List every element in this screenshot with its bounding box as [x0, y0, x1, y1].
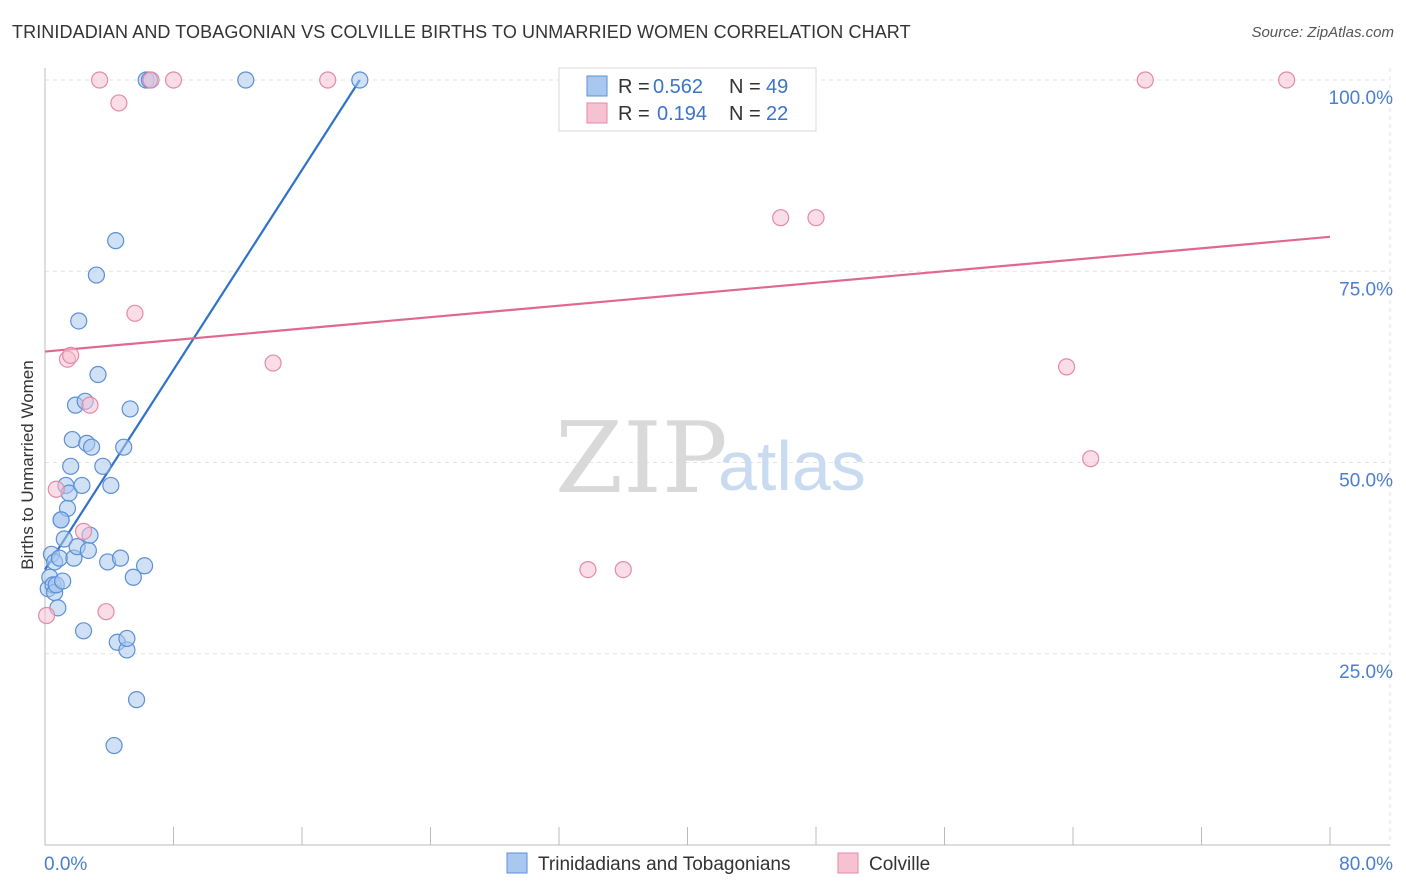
point-colville-16 — [772, 209, 790, 227]
point-trinidadian-41 — [124, 568, 142, 586]
point-trinidadian-30 — [94, 457, 112, 475]
point-colville-19 — [1082, 450, 1100, 468]
point-colville-4 — [74, 522, 93, 540]
point-trinidadian-40 — [121, 400, 139, 418]
series-label-2: Colville — [869, 854, 930, 875]
point-trinidadian-15 — [62, 457, 80, 475]
source-label: Source: ZipAtlas.com — [1251, 24, 1394, 41]
legend-swatch-blue — [586, 75, 608, 97]
series-swatch-pink — [837, 852, 859, 874]
point-colville-13 — [319, 71, 337, 89]
point-trinidadian-10 — [54, 572, 72, 590]
y-tick-label-2: 75.0% — [1339, 279, 1393, 300]
series-label-1: Trinidadians and Tobagonians — [538, 854, 790, 875]
point-trinidadian-21 — [73, 476, 91, 495]
axes — [44, 68, 1390, 846]
point-colville-10 — [142, 71, 160, 89]
data-points — [38, 71, 1296, 755]
point-trinidadian-32 — [102, 476, 120, 495]
series-legend: Trinidadians and Tobagonians Colville — [506, 852, 930, 875]
watermark: ZIP atlas — [555, 402, 866, 516]
point-trinidadian-42 — [127, 691, 146, 709]
legend-n-label-2: N = — [729, 103, 761, 125]
point-colville-9 — [126, 304, 144, 322]
chart-title: TRINIDADIAN AND TOBAGONIAN VS COLVILLE B… — [12, 22, 911, 42]
legend-n-value-1: 49 — [766, 76, 788, 98]
point-trinidadian-11 — [55, 530, 73, 548]
legend-r-value-1: 0.562 — [653, 76, 703, 98]
legend-r-value-2: 0.194 — [657, 103, 707, 125]
point-trinidadian-25 — [79, 541, 97, 560]
watermark-zip: ZIP — [555, 402, 728, 516]
point-colville-17 — [807, 209, 825, 227]
x-tick-labels: 0.0% 80.0% — [44, 854, 1393, 875]
point-trinidadian-27 — [82, 438, 101, 456]
correlation-legend: R = 0.562 N = 49 R = 0.194 N = 22 — [558, 67, 817, 132]
trend-line-colville — [44, 235, 1331, 353]
trend-lines — [44, 79, 1331, 571]
point-colville-1 — [47, 480, 65, 498]
point-colville-6 — [97, 603, 115, 621]
point-colville-21 — [1278, 71, 1296, 89]
point-trinidadian-36 — [111, 549, 130, 567]
point-trinidadian-34 — [107, 232, 125, 250]
point-colville-7 — [91, 71, 109, 89]
point-colville-3 — [62, 346, 80, 364]
series-swatch-blue — [506, 852, 528, 874]
legend-n-label-1: N = — [729, 76, 761, 98]
x-tick-label-1: 80.0% — [1339, 854, 1393, 875]
point-trinidadian-8 — [50, 549, 69, 567]
watermark-atlas: atlas — [718, 427, 866, 505]
point-trinidadian-37 — [115, 438, 133, 456]
trend-line-trinidadian — [44, 79, 361, 571]
y-tick-label-0: 25.0% — [1339, 662, 1393, 683]
legend-n-value-2: 22 — [766, 103, 788, 125]
point-trinidadian-16 — [63, 430, 81, 449]
legend-r-label-1: R = — [618, 76, 650, 98]
point-trinidadian-46 — [237, 71, 255, 89]
point-colville-20 — [1136, 71, 1154, 89]
y-tick-label-3: 100.0% — [1329, 88, 1394, 109]
point-trinidadian-48 — [52, 511, 70, 529]
point-trinidadian-47 — [351, 71, 369, 89]
point-colville-11 — [164, 71, 183, 89]
point-trinidadian-29 — [89, 365, 107, 384]
point-trinidadian-20 — [70, 312, 88, 330]
point-trinidadian-43 — [135, 557, 154, 575]
y-axis-label: Births to Unmarried Women — [18, 360, 37, 569]
point-colville-18 — [1057, 358, 1076, 376]
point-colville-8 — [110, 94, 128, 112]
legend-swatch-pink — [586, 102, 608, 124]
point-trinidadian-39 — [118, 629, 136, 648]
point-colville-14 — [579, 560, 597, 579]
point-trinidadian-33 — [105, 736, 123, 755]
grid-lines — [45, 68, 1391, 845]
y-tick-label-1: 50.0% — [1339, 471, 1393, 492]
point-colville-15 — [614, 560, 632, 579]
x-tick-label-0: 0.0% — [44, 854, 87, 875]
point-trinidadian-28 — [87, 266, 106, 284]
point-trinidadian-22 — [74, 622, 93, 640]
point-colville-5 — [81, 396, 99, 414]
y-tick-labels: 25.0% 50.0% 75.0% 100.0% — [1329, 88, 1394, 683]
legend-r-label-2: R = — [618, 103, 650, 125]
point-colville-0 — [38, 606, 56, 625]
point-colville-12 — [264, 354, 282, 372]
